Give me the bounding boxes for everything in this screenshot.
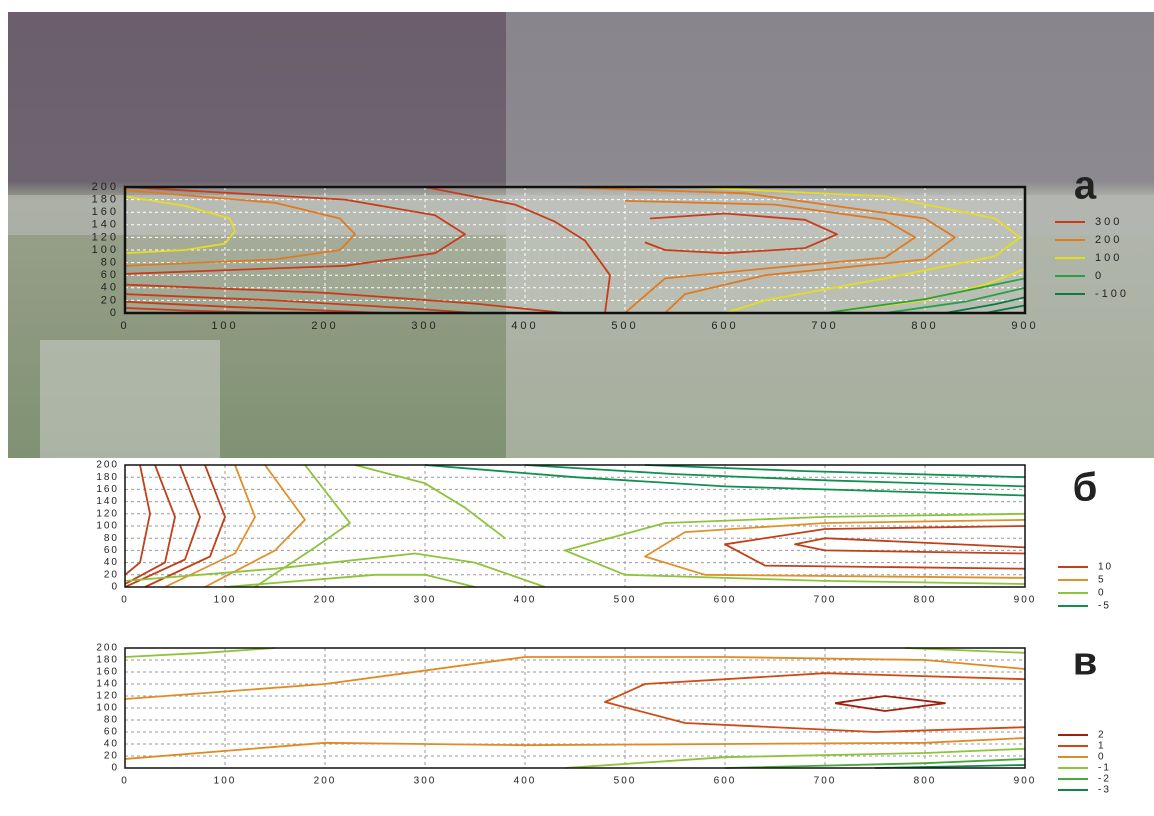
x-tick-label: 300 bbox=[414, 595, 437, 606]
x-tick-label: 300 bbox=[414, 776, 437, 787]
x-tick-label: 300 bbox=[411, 320, 438, 332]
y-tick-label: 0 bbox=[110, 307, 119, 319]
y-tick-label: 200 bbox=[92, 181, 119, 193]
y-tick-label: 80 bbox=[104, 533, 119, 544]
legend-label: 100 bbox=[1095, 252, 1122, 264]
x-tick-label: 600 bbox=[711, 320, 738, 332]
contour-line bbox=[795, 538, 1025, 553]
x-tick-label: 200 bbox=[311, 320, 338, 332]
y-tick-label: 180 bbox=[96, 655, 119, 666]
x-tick-label: 500 bbox=[611, 320, 638, 332]
y-tick-label: 140 bbox=[96, 679, 119, 690]
x-tick-label: 600 bbox=[714, 595, 737, 606]
legend-label: -5 bbox=[1098, 601, 1111, 612]
contour-line bbox=[125, 554, 545, 588]
x-tick-label: 400 bbox=[514, 776, 537, 787]
y-tick-label: 60 bbox=[104, 545, 119, 556]
y-tick-label: 20 bbox=[104, 751, 119, 762]
legend-label: 0 bbox=[1095, 270, 1104, 282]
contour-line bbox=[125, 465, 175, 584]
y-tick-label: 120 bbox=[96, 691, 119, 702]
legend-label: 300 bbox=[1095, 216, 1122, 228]
legend-label: -100 bbox=[1095, 288, 1129, 300]
y-tick-label: 100 bbox=[96, 521, 119, 532]
x-tick-label: 400 bbox=[511, 320, 538, 332]
y-tick-label: 60 bbox=[104, 727, 119, 738]
contour-line bbox=[605, 673, 1025, 732]
legend-label: 0 bbox=[1098, 752, 1106, 763]
figure: 0100200300400500600700800900020406080100… bbox=[0, 0, 1154, 816]
contour-line bbox=[125, 648, 275, 657]
x-tick-label: 800 bbox=[911, 320, 938, 332]
y-tick-label: 160 bbox=[96, 667, 119, 678]
y-tick-label: 20 bbox=[101, 294, 119, 306]
x-tick-label: 200 bbox=[314, 595, 337, 606]
y-tick-label: 120 bbox=[96, 508, 119, 519]
y-tick-label: 100 bbox=[92, 244, 119, 256]
y-tick-label: 200 bbox=[96, 643, 119, 654]
y-tick-label: 120 bbox=[92, 231, 119, 243]
y-tick-label: 160 bbox=[96, 484, 119, 495]
x-tick-label: 700 bbox=[811, 320, 838, 332]
x-tick-label: 0 bbox=[120, 320, 129, 332]
x-tick-label: 0 bbox=[121, 776, 129, 787]
x-tick-label: 400 bbox=[514, 595, 537, 606]
contour-line bbox=[565, 749, 1025, 768]
legend-label: 10 bbox=[1098, 562, 1113, 573]
contour-line bbox=[835, 696, 945, 711]
legend-label: 5 bbox=[1098, 575, 1106, 586]
x-tick-label: 500 bbox=[614, 595, 637, 606]
x-tick-label: 800 bbox=[914, 595, 937, 606]
x-tick-label: 800 bbox=[914, 776, 937, 787]
legend-label: -2 bbox=[1098, 774, 1111, 785]
x-tick-label: 100 bbox=[211, 320, 238, 332]
y-tick-label: 160 bbox=[92, 206, 119, 218]
y-tick-label: 100 bbox=[96, 703, 119, 714]
y-tick-label: 20 bbox=[104, 569, 119, 580]
x-tick-label: 500 bbox=[614, 776, 637, 787]
contour-line bbox=[225, 575, 475, 587]
y-tick-label: 60 bbox=[101, 269, 119, 281]
x-tick-label: 900 bbox=[1014, 776, 1037, 787]
x-tick-label: 0 bbox=[121, 595, 129, 606]
y-tick-label: 180 bbox=[92, 194, 119, 206]
y-tick-label: 140 bbox=[92, 219, 119, 231]
y-tick-label: 0 bbox=[111, 763, 119, 774]
x-tick-label: 700 bbox=[814, 595, 837, 606]
x-tick-label: 100 bbox=[214, 776, 237, 787]
panel-label: в bbox=[1073, 640, 1098, 684]
legend-label: -1 bbox=[1098, 763, 1111, 774]
y-tick-label: 80 bbox=[101, 257, 119, 269]
legend-label: -3 bbox=[1098, 785, 1111, 796]
y-tick-label: 40 bbox=[101, 282, 119, 294]
y-tick-label: 80 bbox=[104, 715, 119, 726]
legend-label: 2 bbox=[1098, 730, 1106, 741]
y-tick-label: 0 bbox=[111, 582, 119, 593]
y-tick-label: 140 bbox=[96, 496, 119, 507]
y-tick-label: 40 bbox=[104, 739, 119, 750]
contour-line bbox=[125, 657, 1025, 699]
legend-label: 200 bbox=[1095, 234, 1122, 246]
x-tick-label: 900 bbox=[1014, 595, 1037, 606]
contour-line bbox=[125, 465, 150, 575]
panel-label: б bbox=[1073, 466, 1098, 510]
x-tick-label: 100 bbox=[214, 595, 237, 606]
x-tick-label: 600 bbox=[714, 776, 737, 787]
legend-label: 1 bbox=[1098, 741, 1106, 752]
y-tick-label: 200 bbox=[96, 460, 119, 471]
x-tick-label: 700 bbox=[814, 776, 837, 787]
y-tick-label: 180 bbox=[96, 472, 119, 483]
y-tick-label: 40 bbox=[104, 557, 119, 568]
panel-label: а bbox=[1074, 164, 1097, 208]
x-tick-label: 200 bbox=[314, 776, 337, 787]
x-tick-label: 900 bbox=[1011, 320, 1038, 332]
legend-label: 0 bbox=[1098, 588, 1106, 599]
